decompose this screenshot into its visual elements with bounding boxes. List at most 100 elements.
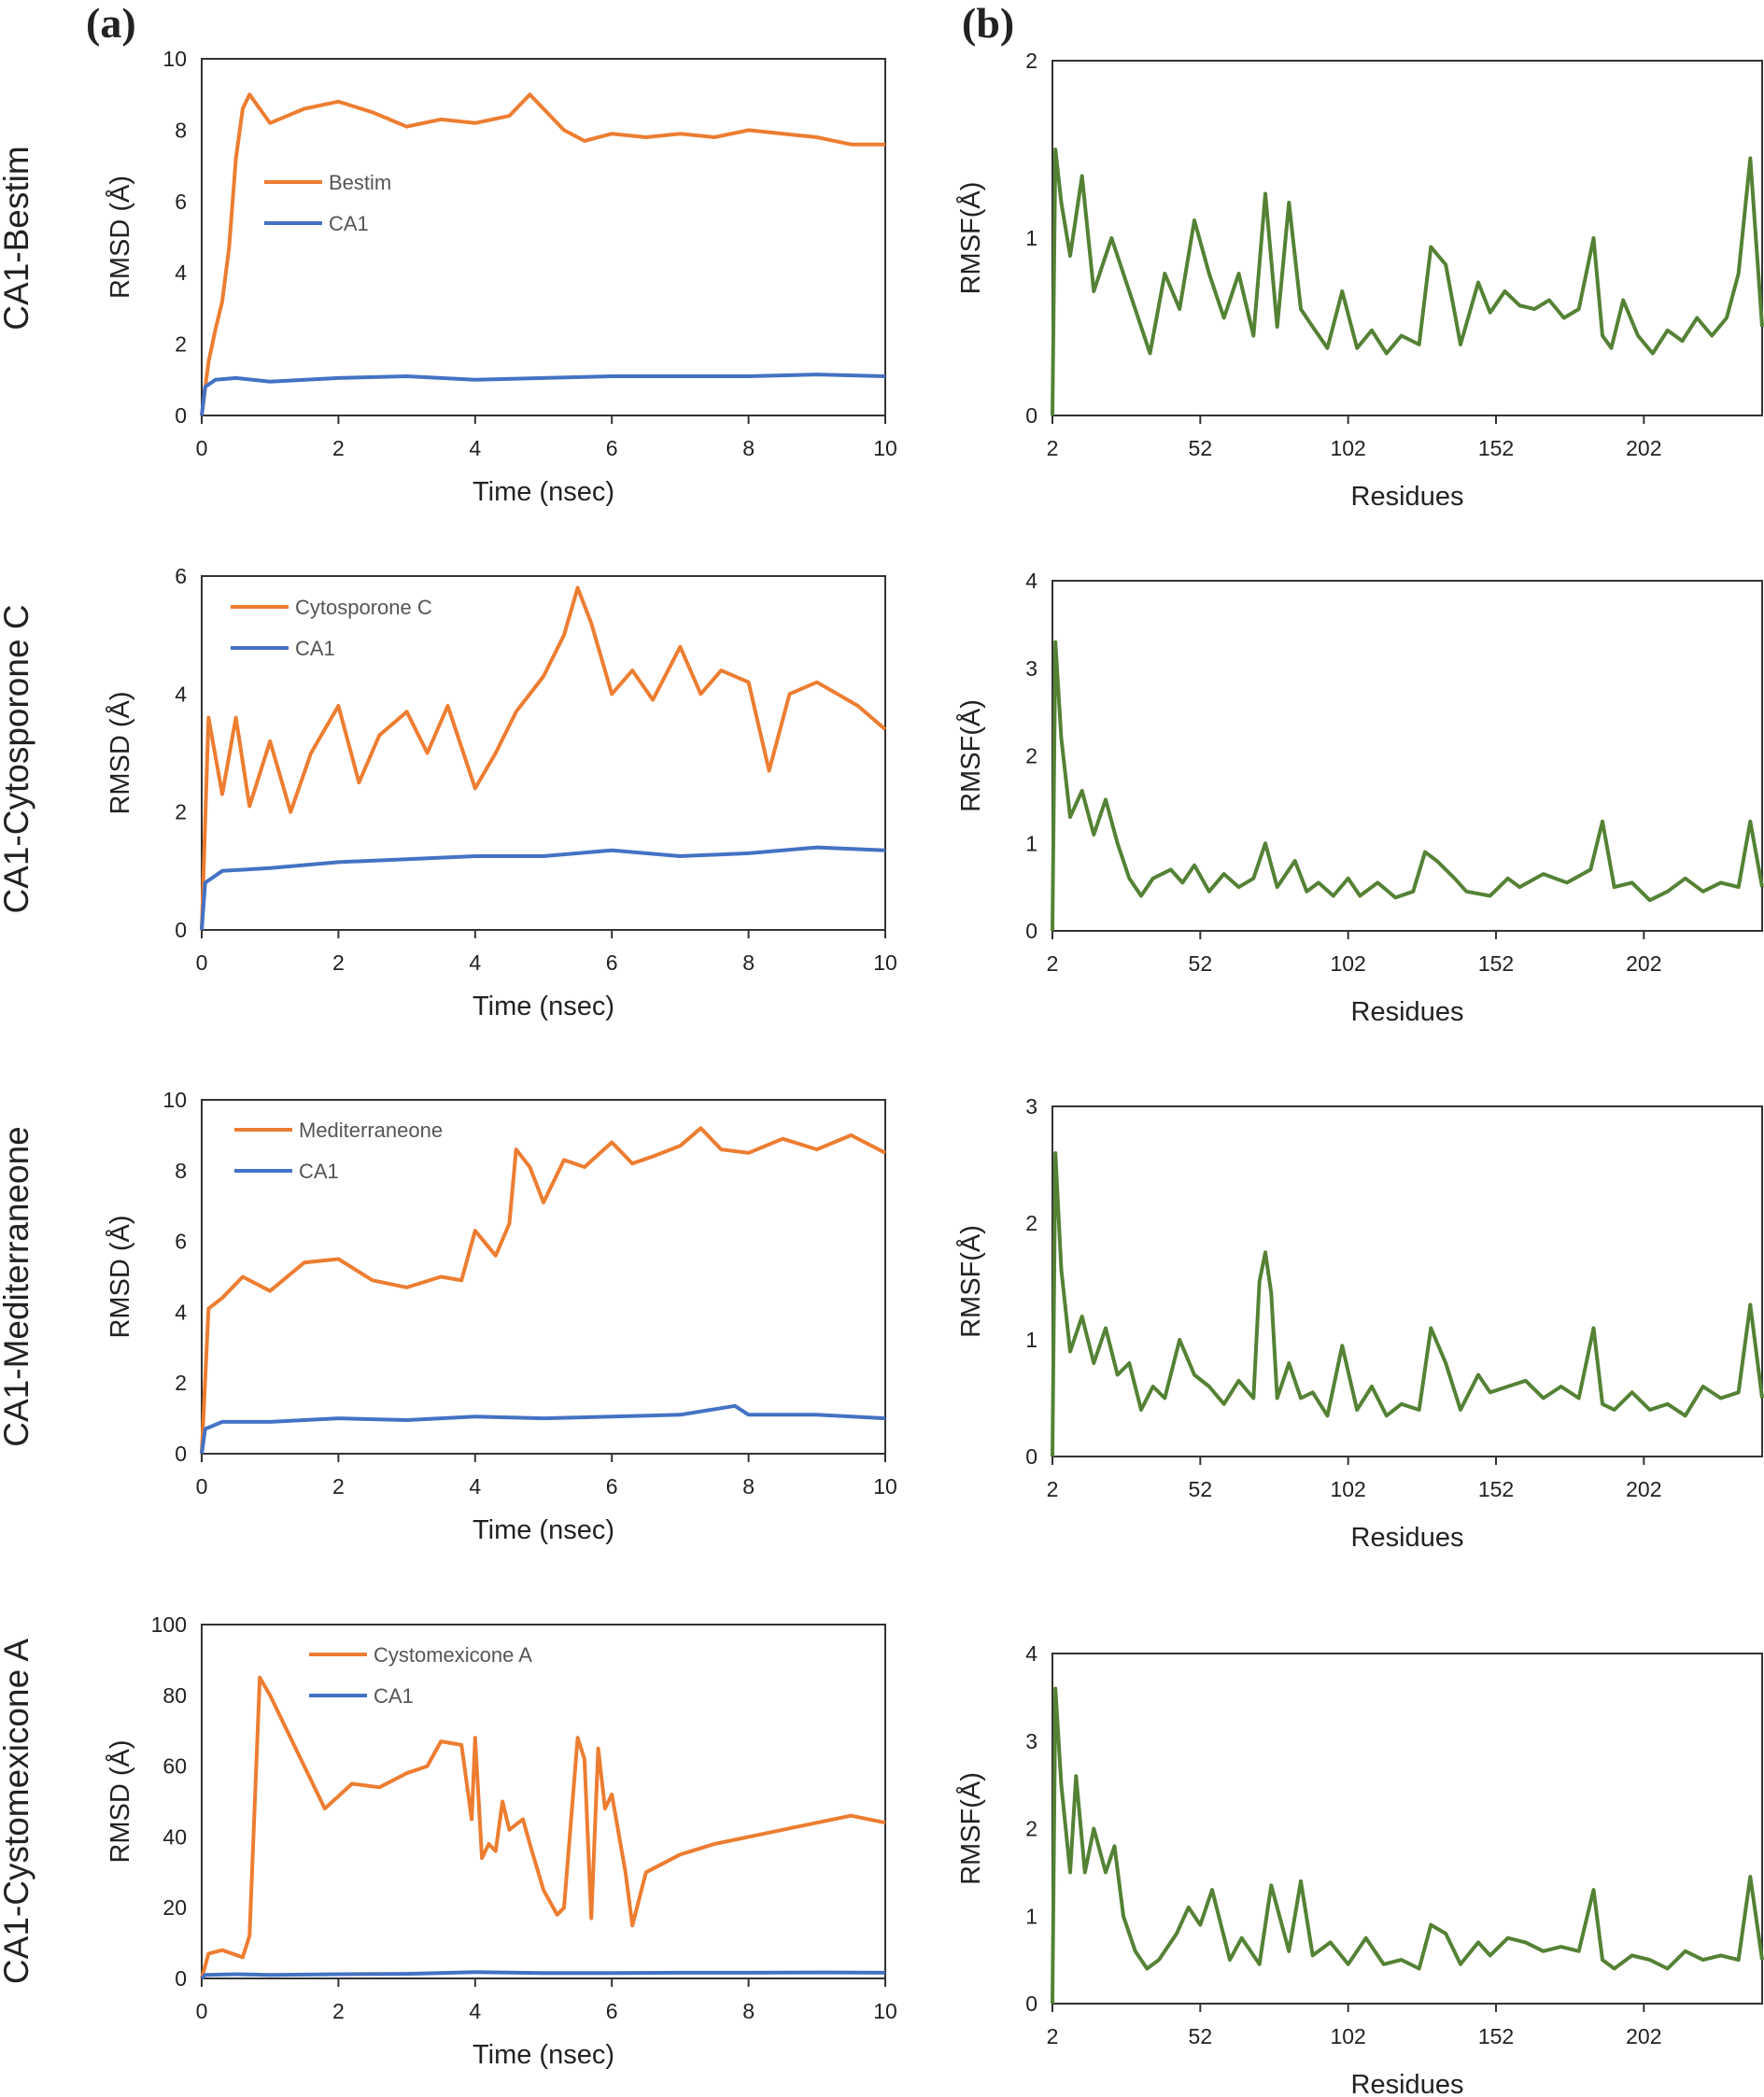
x-tick-label: 52 (1189, 436, 1213, 460)
y-tick-label: 3 (1025, 656, 1037, 681)
y-axis-label: RMSD (Å) (105, 176, 135, 299)
x-tick-label: 152 (1478, 1477, 1514, 1501)
y-tick-label: 60 (162, 1754, 187, 1779)
x-tick-label: 6 (606, 1999, 618, 2023)
y-tick-label: 2 (175, 332, 187, 357)
panel-label-b: (b) (962, 0, 1014, 47)
x-tick-label: 152 (1478, 436, 1514, 460)
panel-label-a: (a) (86, 0, 136, 47)
legend: Cytosporone C CA1 (231, 596, 432, 660)
plot-frame (1051, 1653, 1763, 2005)
x-tick-label: 0 (196, 1999, 208, 2023)
legend-entry: Cystomexicone A (374, 1643, 532, 1667)
x-tick-label: 8 (742, 436, 755, 460)
y-tick-label: 6 (175, 190, 187, 214)
plot-frame (1051, 580, 1763, 932)
x-axis-label: Time (nsec) (473, 477, 614, 507)
x-tick-label: 102 (1330, 1477, 1365, 1501)
y-axis-label: RMSF(Å) (955, 699, 986, 812)
series-line-rmsf (1051, 1151, 1764, 1457)
x-axis-label: Time (nsec) (473, 2040, 614, 2070)
x-axis-label: Time (nsec) (473, 1515, 614, 1545)
chart-rmsf-mediterraneone: 2 52 102 152 202 0 1 2 3 Residues RMSF(Å) (955, 1094, 1764, 1553)
y-axis-label: RMSF(Å) (955, 1225, 986, 1338)
x-tick-label: 102 (1330, 951, 1365, 976)
plot-frame (1051, 1105, 1763, 1457)
x-tick-label: 2 (332, 1999, 345, 2023)
plot-frame (201, 58, 886, 416)
y-axis-label: RMSD (Å) (105, 691, 135, 814)
y-tick-label: 80 (162, 1683, 187, 1708)
series-line-ca1 (200, 373, 886, 416)
chart-rmsd-mediterraneone: 0 2 4 6 8 10 0 2 4 6 8 10 Time (nsec) RMSD (Å) Mediter… (105, 1088, 897, 1545)
y-tick-label: 0 (175, 403, 187, 428)
y-axis-label: RMSD (Å) (105, 1215, 135, 1338)
x-tick-label: 4 (469, 1999, 481, 2023)
y-tick-label: 10 (162, 1088, 187, 1112)
y-axis-label: RMSF(Å) (955, 182, 986, 295)
x-tick-label: 202 (1626, 2024, 1661, 2048)
y-tick-label: 8 (175, 118, 187, 142)
x-tick-label: 202 (1626, 951, 1661, 976)
series-line-ca1 (200, 845, 886, 931)
x-axis-label: Time (nsec) (473, 992, 614, 1021)
y-tick-label: 4 (1025, 569, 1037, 593)
x-tick-label: 152 (1478, 951, 1514, 976)
legend-entry: Bestim (329, 171, 391, 194)
y-tick-label: 2 (175, 1371, 187, 1395)
y-tick-label: 1 (1025, 831, 1037, 855)
x-tick-label: 2 (1047, 1477, 1059, 1501)
y-tick-label: 2 (1025, 1211, 1037, 1235)
x-tick-label: 202 (1626, 436, 1661, 460)
x-tick-label: 0 (196, 1474, 208, 1499)
legend-entry: CA1 (299, 1160, 339, 1183)
y-axis-label: RMSF(Å) (955, 1772, 986, 1885)
legend-entry: Mediterraneone (299, 1119, 443, 1142)
plot-frame (201, 1624, 886, 1979)
y-tick-label: 1 (1025, 1904, 1037, 1928)
y-tick-label: 3 (1025, 1094, 1037, 1119)
x-tick-label: 2 (1047, 951, 1059, 976)
y-tick-label: 0 (175, 1442, 187, 1466)
y-tick-label: 0 (1025, 403, 1037, 428)
x-tick-label: 0 (196, 950, 208, 975)
x-tick-label: 6 (606, 1474, 618, 1499)
row-label-bestim: CA1-Bestim (0, 146, 35, 330)
legend: Bestim CA1 (264, 171, 391, 235)
x-tick-label: 202 (1626, 1477, 1661, 1501)
x-tick-label: 2 (332, 950, 345, 975)
y-tick-label: 0 (1025, 919, 1037, 943)
chart-rmsd-cytosporone: 0 2 4 6 8 10 0 2 4 6 Time (nsec) RMSD (Å) Cytosporon… (105, 564, 897, 1021)
legend-entry: Cytosporone C (295, 596, 432, 619)
x-tick-label: 2 (332, 436, 345, 460)
x-tick-label: 8 (742, 950, 755, 975)
series-line-ca1 (200, 1970, 886, 1980)
y-tick-label: 4 (175, 1300, 187, 1324)
y-tick-label: 6 (175, 1230, 187, 1254)
y-tick-label: 2 (1025, 49, 1037, 73)
y-tick-label: 100 (151, 1612, 187, 1637)
x-tick-label: 6 (606, 950, 618, 975)
series-line-bestim (200, 92, 885, 416)
y-tick-label: 4 (175, 682, 187, 706)
legend: Cystomexicone A CA1 (309, 1643, 532, 1708)
x-axis-label: Residues (1351, 482, 1464, 512)
series-line-ca1 (200, 1403, 886, 1455)
x-tick-label: 10 (873, 1474, 897, 1499)
x-tick-label: 6 (606, 436, 618, 460)
x-tick-label: 102 (1330, 2024, 1365, 2048)
series-line-cytosporone-c (200, 585, 887, 931)
x-axis-label: Residues (1351, 997, 1464, 1027)
row-label-cytosporone: CA1-Cytosporone C (0, 604, 35, 913)
x-tick-label: 152 (1478, 2024, 1514, 2048)
y-tick-label: 0 (1025, 1444, 1037, 1469)
y-tick-label: 8 (175, 1159, 187, 1183)
y-tick-label: 40 (162, 1824, 187, 1849)
chart-rmsf-cytosporone: 2 52 102 152 202 0 1 2 3 4 Residues RMSF(Å) (955, 569, 1764, 1027)
legend-entry: CA1 (329, 212, 369, 235)
y-tick-label: 1 (1025, 1328, 1037, 1352)
x-tick-label: 10 (873, 436, 897, 460)
chart-rmsf-bestim: 2 52 102 152 202 0 1 2 Residues RMSF(Å) (955, 49, 1764, 512)
row-label-cystomexicone: CA1-Cystomexicone A (0, 1639, 35, 1984)
